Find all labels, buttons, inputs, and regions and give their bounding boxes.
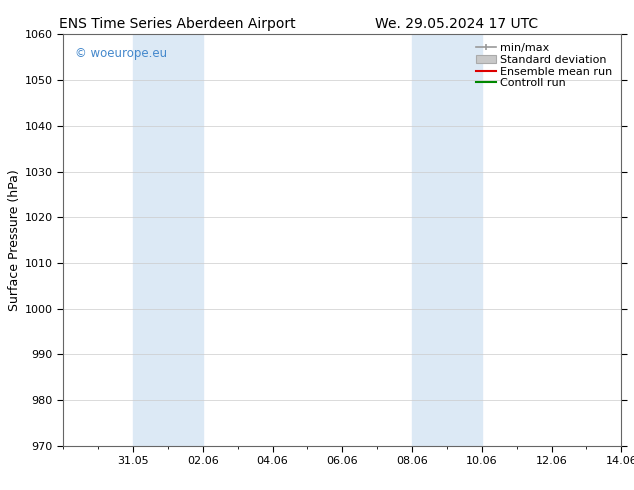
Legend: min/max, Standard deviation, Ensemble mean run, Controll run: min/max, Standard deviation, Ensemble me… xyxy=(472,40,616,92)
Bar xyxy=(412,34,482,446)
Y-axis label: Surface Pressure (hPa): Surface Pressure (hPa) xyxy=(8,169,21,311)
Text: © woeurope.eu: © woeurope.eu xyxy=(75,47,167,60)
Text: ENS Time Series Aberdeen Airport: ENS Time Series Aberdeen Airport xyxy=(59,17,296,31)
Bar xyxy=(133,34,203,446)
Text: We. 29.05.2024 17 UTC: We. 29.05.2024 17 UTC xyxy=(375,17,538,31)
